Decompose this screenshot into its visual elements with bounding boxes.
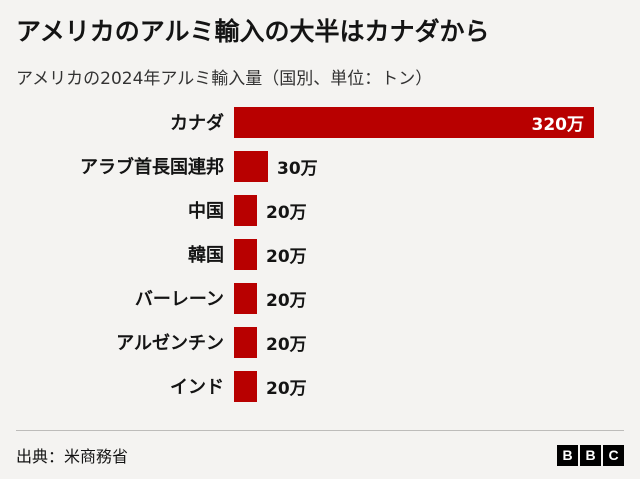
value-label: 20万 <box>266 290 307 311</box>
bar: 320万 <box>234 106 594 138</box>
chart-row: カナダ 320万 <box>16 106 624 138</box>
bbc-logo-block: B <box>557 444 578 466</box>
source-credit: 出典：米商務省 <box>16 447 129 466</box>
bar-area: 20万 <box>234 282 624 314</box>
value-label: 320万 <box>531 114 585 135</box>
bbc-logo-block: B <box>580 444 601 466</box>
chart-row: インド 20万 <box>16 370 624 402</box>
chart-row: 韓国 20万 <box>16 238 624 270</box>
bar <box>234 238 257 270</box>
chart-title: アメリカのアルミ輸入の大半はカナダから <box>16 17 490 46</box>
bar <box>234 326 257 358</box>
bar-area: 20万 <box>234 238 624 270</box>
chart-row: アラブ首長国連邦 30万 <box>16 150 624 182</box>
chart-row: アルゼンチン 20万 <box>16 326 624 358</box>
value-label: 20万 <box>266 246 307 267</box>
category-label: インド <box>170 377 224 398</box>
category-label: アラブ首長国連邦 <box>80 157 224 178</box>
category-label: アルゼンチン <box>116 333 224 354</box>
bar <box>234 370 257 402</box>
value-label: 20万 <box>266 202 307 223</box>
bar-area: 20万 <box>234 326 624 358</box>
bar-area: 20万 <box>234 194 624 226</box>
value-label: 20万 <box>266 378 307 399</box>
chart-subtitle: アメリカの2024年アルミ輸入量（国別、単位：トン） <box>16 68 433 89</box>
chart-row: バーレーン 20万 <box>16 282 624 314</box>
bbc-logo-block: C <box>603 444 624 466</box>
category-label: 中国 <box>188 201 224 222</box>
category-label: 韓国 <box>188 245 224 266</box>
value-label: 20万 <box>266 334 307 355</box>
bar-area: 20万 <box>234 370 624 402</box>
bar-area: 320万 <box>234 106 624 138</box>
bar-area: 30万 <box>234 150 624 182</box>
category-label: バーレーン <box>134 289 224 310</box>
bar <box>234 194 257 226</box>
value-label: 30万 <box>277 158 318 179</box>
chart-row: 中国 20万 <box>16 194 624 226</box>
category-label: カナダ <box>170 113 224 134</box>
bar <box>234 282 257 314</box>
bar-chart: カナダ 320万 アラブ首長国連邦 30万 中国 20万 韓国 20万 バーレーン 20万 アルゼン… <box>16 106 624 415</box>
bar <box>234 150 268 182</box>
